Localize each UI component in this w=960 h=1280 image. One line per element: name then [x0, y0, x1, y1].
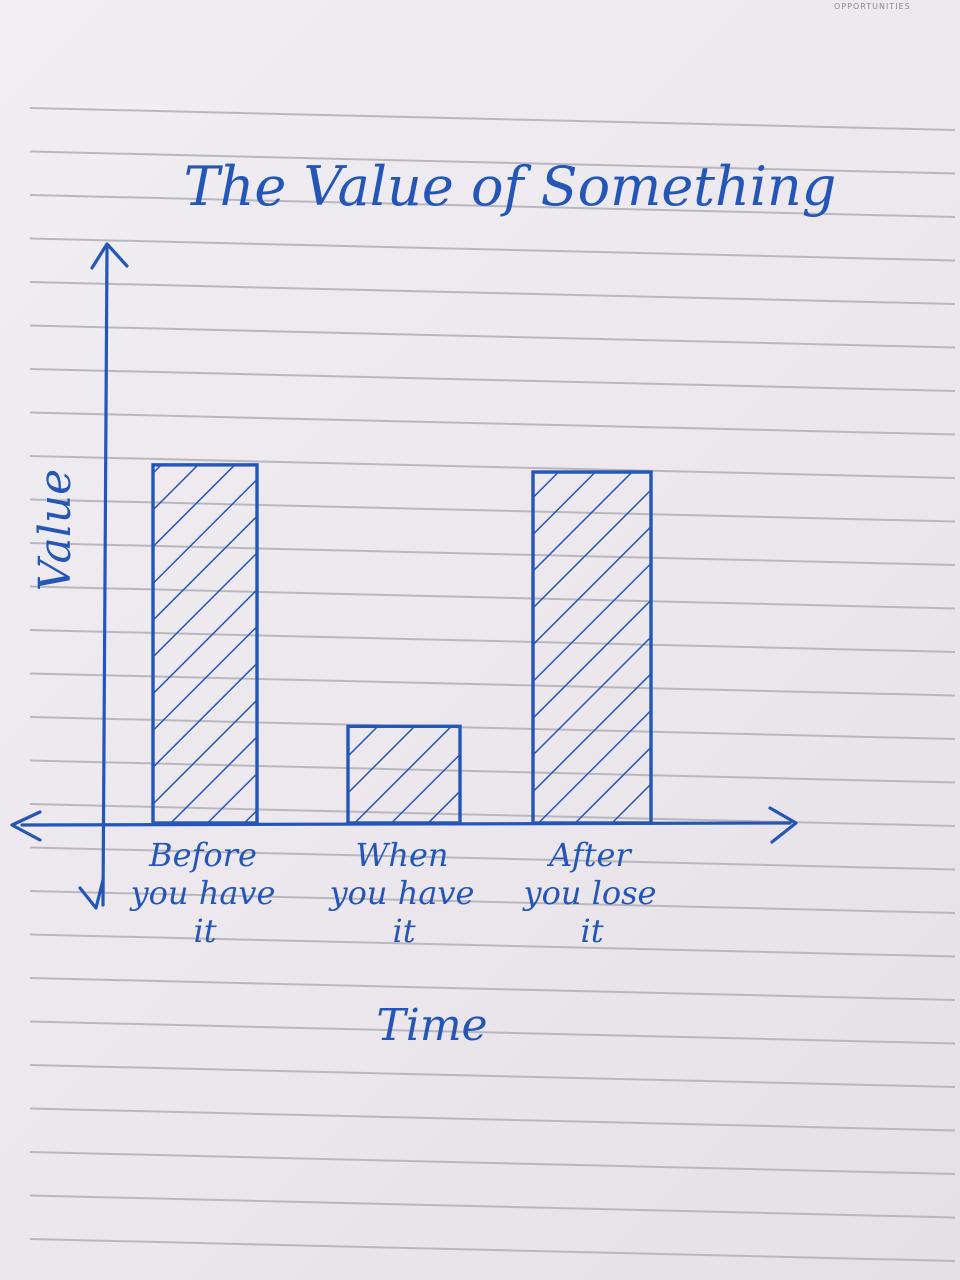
x-tick-labels: Before you have it When you have it After you l… [129, 836, 657, 950]
rule-line [29, 1194, 956, 1219]
rule-line [29, 977, 956, 1001]
rule-line [29, 237, 956, 262]
rule-line [29, 1151, 956, 1175]
rule-line [29, 411, 956, 436]
y-axis-label: Value [30, 469, 81, 591]
chart-title: The Value of Something [184, 155, 837, 218]
rule-line [29, 1238, 956, 1262]
rule-line [29, 846, 956, 871]
rule-line [29, 1107, 956, 1132]
rule-line [29, 324, 956, 349]
rule-line [29, 890, 956, 914]
rule-line [29, 194, 956, 218]
x-tick-label-when: When you have it [328, 836, 475, 950]
rule-line [29, 281, 956, 305]
bar-when [346, 724, 462, 825]
y-axis-line [78, 242, 129, 910]
rule-line [29, 1020, 956, 1045]
bar-before [151, 463, 259, 825]
x-tick-label-after: After you lose it [522, 836, 657, 950]
corner-brand-text: OPPORTUNITIES [834, 2, 911, 11]
rule-line [29, 933, 956, 958]
rule-line [29, 368, 956, 392]
x-tick-label-before: Before you have it [129, 836, 276, 950]
rule-line [29, 455, 956, 479]
bar-after [531, 470, 653, 825]
rule-line [29, 107, 956, 131]
x-axis-label: Time [376, 1000, 487, 1051]
bar-series [151, 463, 653, 825]
rule-line [29, 150, 956, 175]
rule-line [29, 1064, 956, 1088]
